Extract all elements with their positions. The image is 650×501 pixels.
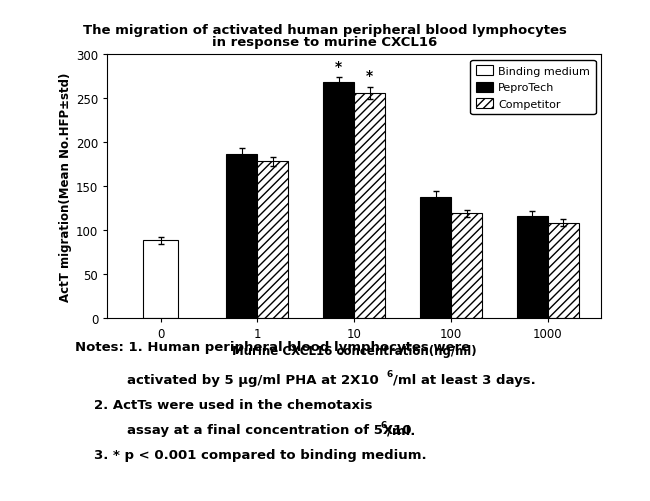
- Bar: [420, 198, 451, 318]
- Text: 6: 6: [387, 370, 393, 379]
- X-axis label: Murine CXCL16 concentration(ng/ml): Murine CXCL16 concentration(ng/ml): [232, 344, 476, 357]
- Bar: [548, 223, 579, 318]
- Legend: Binding medium, PeproTech, Competitor: Binding medium, PeproTech, Competitor: [471, 61, 595, 115]
- Y-axis label: ActT migration(Mean No.HFP±std): ActT migration(Mean No.HFP±std): [58, 72, 72, 301]
- Bar: [144, 241, 177, 318]
- Bar: [354, 94, 385, 318]
- Text: 2. ActTs were used in the chemotaxis: 2. ActTs were used in the chemotaxis: [94, 398, 372, 411]
- Bar: [257, 162, 289, 318]
- Text: The migration of activated human peripheral blood lymphocytes: The migration of activated human periphe…: [83, 24, 567, 37]
- Bar: [517, 216, 548, 318]
- Text: Notes: 1. Human peripheral blood lymphocytes were: Notes: 1. Human peripheral blood lymphoc…: [75, 341, 470, 354]
- Bar: [226, 155, 257, 318]
- Text: activated by 5 μg/ml PHA at 2X10: activated by 5 μg/ml PHA at 2X10: [127, 373, 378, 386]
- Text: 6: 6: [380, 420, 387, 429]
- Bar: [451, 214, 482, 318]
- Text: /ml.: /ml.: [387, 423, 415, 436]
- Text: in response to murine CXCL16: in response to murine CXCL16: [213, 36, 437, 49]
- Text: assay at a final concentration of 5X10: assay at a final concentration of 5X10: [127, 423, 411, 436]
- Text: 3. * p < 0.001 compared to binding medium.: 3. * p < 0.001 compared to binding mediu…: [94, 448, 427, 461]
- Text: *: *: [335, 60, 343, 74]
- Text: *: *: [366, 69, 373, 83]
- Bar: [323, 83, 354, 318]
- Text: /ml at least 3 days.: /ml at least 3 days.: [393, 373, 536, 386]
